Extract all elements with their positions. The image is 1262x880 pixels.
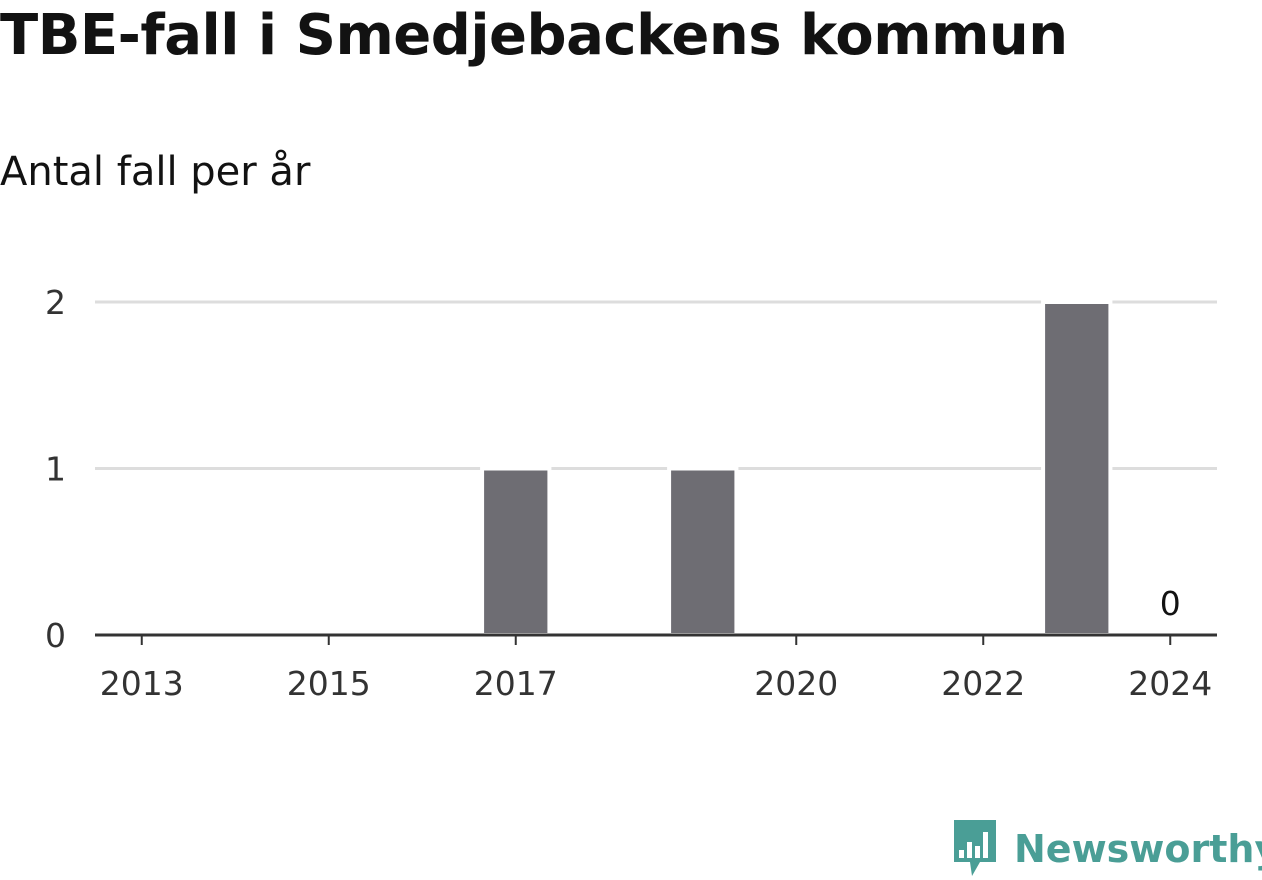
bar-chart-speech-bubble-icon	[954, 820, 996, 876]
y-tick-label: 0	[45, 616, 66, 655]
x-tick-label: 2015	[287, 664, 371, 703]
x-axis-ticks: 2013 2015 2017 2020 2022 2024	[100, 635, 1212, 703]
x-tick-label: 2013	[100, 664, 184, 703]
gridlines	[95, 300, 1217, 470]
x-tick-label: 2020	[754, 664, 838, 703]
bar	[667, 466, 739, 637]
chart-subtitle: Antal fall per år	[0, 149, 311, 195]
chart-title: TBE-fall i Smedjebackens kommun	[0, 3, 1068, 68]
x-tick-label: 2017	[474, 664, 558, 703]
data-label: 0	[1160, 584, 1181, 623]
x-tick-label: 2024	[1128, 664, 1212, 703]
brand-name: Newsworthy	[1014, 827, 1262, 871]
y-tick-label: 1	[45, 450, 66, 489]
bar	[480, 466, 552, 637]
newsworthy-logo: Newsworthy	[950, 818, 1262, 880]
y-tick-label: 2	[45, 283, 66, 322]
bars	[480, 300, 1113, 637]
x-tick-label: 2022	[941, 664, 1025, 703]
bar	[1041, 300, 1113, 637]
data-labels: 0	[1160, 584, 1181, 623]
y-axis-ticks: 0 1 2	[45, 283, 66, 655]
